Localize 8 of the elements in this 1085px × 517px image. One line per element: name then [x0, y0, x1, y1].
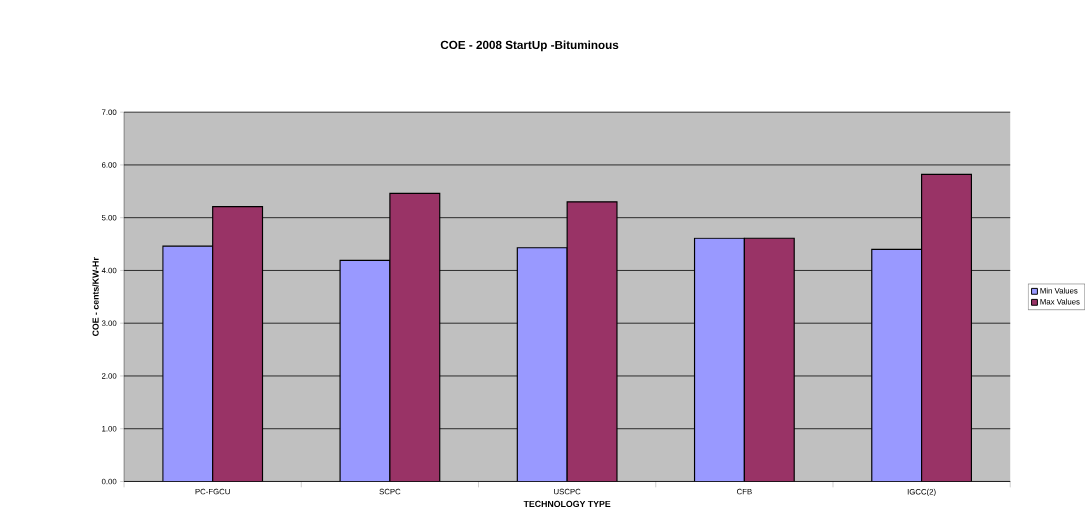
y-axis-title: COE - cents/KW-Hr: [92, 257, 99, 337]
bar: [389, 192, 441, 482]
bar: [212, 206, 264, 482]
x-axis-title: TECHNOLOGY TYPE: [523, 500, 611, 508]
bar: [921, 173, 973, 482]
bar: [743, 237, 795, 482]
bar: [566, 201, 618, 482]
chart-title: COE - 2008 StartUp -Bituminous: [440, 40, 619, 52]
